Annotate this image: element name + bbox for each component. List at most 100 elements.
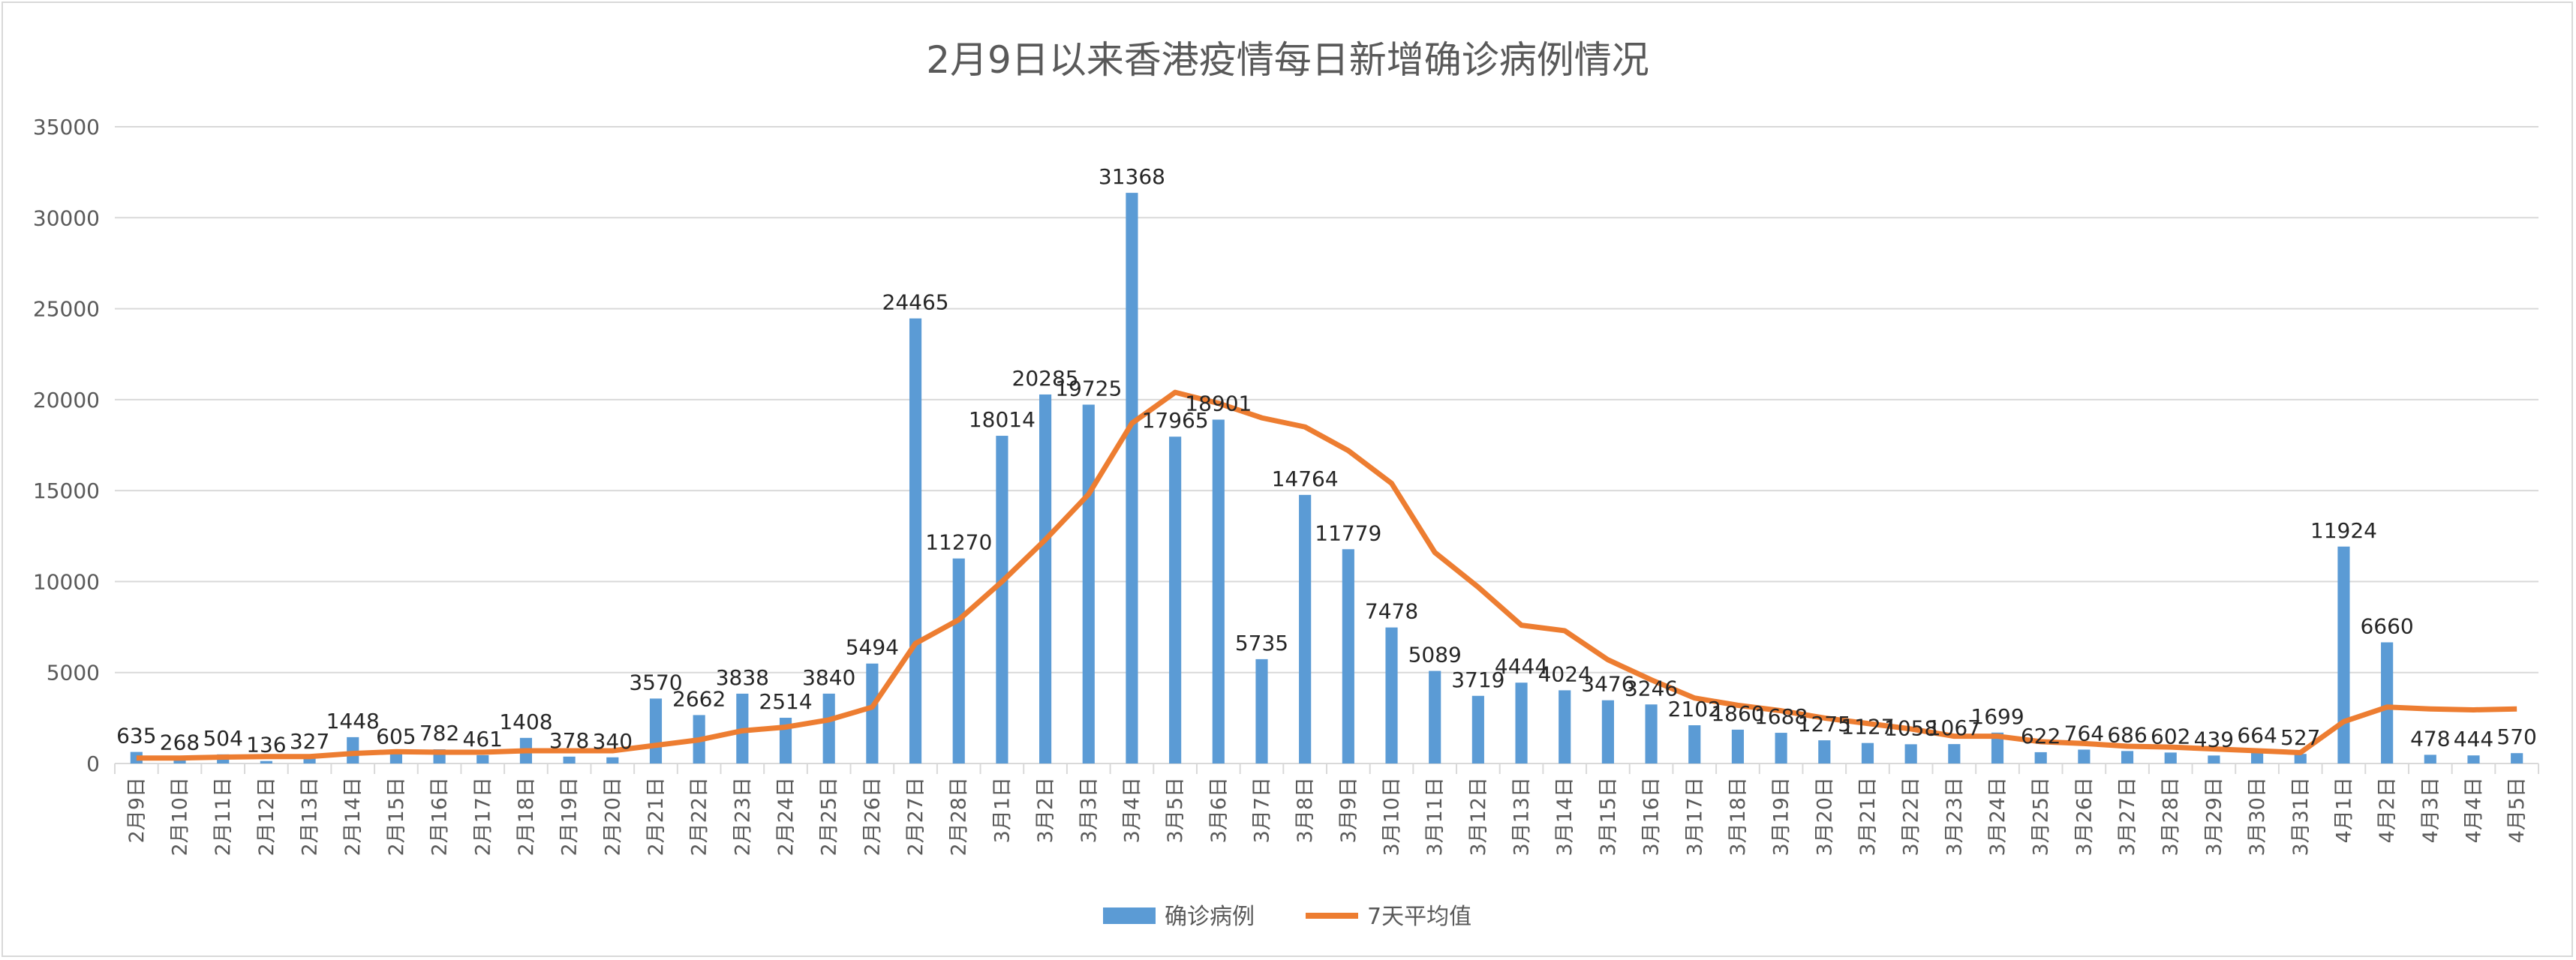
bar: [303, 758, 316, 764]
moving-average-line: [136, 389, 2517, 761]
data-label: 18014: [969, 407, 1036, 432]
data-label: 1067: [1928, 716, 1981, 740]
data-label: 3476: [1581, 672, 1634, 697]
bar: [1385, 627, 1398, 764]
y-tick-label: 10000: [33, 569, 100, 594]
bar: [649, 698, 663, 764]
bar: [1342, 549, 1354, 764]
bar: [347, 736, 359, 764]
data-label: 3719: [1451, 668, 1504, 692]
bar: [1601, 700, 1614, 764]
bar: [1126, 193, 1138, 764]
legend-line-label: 7天平均值: [1367, 904, 1471, 930]
data-label: 1275: [1798, 712, 1851, 736]
bar: [1818, 740, 1831, 764]
bar: [1559, 690, 1571, 764]
legend: 确诊病例 7天平均值: [1103, 904, 1471, 930]
bar: [909, 318, 922, 764]
data-label: 605: [376, 724, 416, 748]
bar: [1212, 419, 1225, 764]
x-tick-label: 4月4日: [2462, 777, 2485, 843]
x-tick-label: 2月12日: [255, 777, 278, 856]
x-tick-label: 2月27日: [904, 777, 927, 856]
bar: [476, 754, 489, 764]
data-label: 17965: [1142, 408, 1209, 433]
data-label: 664: [2237, 723, 2277, 748]
x-tick-label: 3月19日: [1770, 777, 1793, 856]
x-tick-label: 3月13日: [1510, 777, 1534, 856]
data-label: 4024: [1538, 662, 1592, 686]
bar: [1039, 394, 1052, 764]
data-label: 527: [2280, 725, 2320, 750]
data-label: 5494: [846, 635, 899, 660]
x-tick-label: 2月14日: [341, 777, 365, 856]
bar: [2424, 754, 2436, 764]
x-tick-label: 3月21日: [1856, 777, 1880, 856]
x-tick-label: 3月25日: [2030, 777, 2053, 856]
x-tick-label: 3月26日: [2073, 777, 2096, 856]
data-label: 20285: [1012, 366, 1079, 391]
x-tick-label: 4月1日: [2332, 777, 2355, 843]
x-tick-label: 3月2日: [1034, 777, 1057, 843]
x-tick-label: 3月27日: [2116, 777, 2139, 856]
x-tick-label: 3月4日: [1120, 777, 1144, 843]
bar: [389, 752, 402, 764]
bar: [1429, 670, 1441, 764]
y-tick-label: 0: [86, 752, 100, 776]
x-tick-label: 3月31日: [2289, 777, 2313, 856]
x-tick-label: 3月22日: [1900, 777, 1923, 856]
data-label: 2662: [672, 686, 726, 711]
data-label: 1860: [1711, 701, 1764, 726]
bar: [2511, 753, 2523, 764]
data-label: 18901: [1185, 392, 1252, 416]
bar: [2164, 752, 2177, 764]
x-tick-label: 2月9日: [125, 777, 149, 843]
data-label: 3570: [629, 670, 682, 694]
data-label: 3840: [802, 665, 855, 690]
x-tick-label: 2月26日: [861, 777, 884, 856]
data-label: 635: [116, 724, 156, 748]
y-tick-label: 15000: [33, 478, 100, 503]
bar: [1255, 658, 1268, 764]
y-tick-label: 25000: [33, 297, 100, 322]
bar: [1471, 695, 1484, 764]
y-tick-label: 35000: [33, 115, 100, 140]
data-label: 1688: [1754, 704, 1808, 729]
data-label: 14764: [1272, 466, 1339, 491]
data-label: 24465: [882, 290, 949, 315]
bar: [2251, 751, 2264, 764]
data-label: 1127: [1841, 715, 1894, 740]
bar: [2208, 755, 2220, 764]
bar: [1861, 742, 1874, 764]
bar: [1731, 729, 1745, 764]
data-label: 3246: [1625, 676, 1678, 700]
x-tick-label: 4月5日: [2505, 777, 2529, 843]
y-tick-label: 30000: [33, 206, 100, 230]
data-label: 504: [203, 726, 242, 751]
bar: [1169, 436, 1182, 764]
bar: [2294, 754, 2307, 764]
x-tick-label: 3月11日: [1423, 777, 1447, 856]
bar: [1775, 733, 1787, 764]
data-label: 268: [160, 730, 200, 754]
x-tick-label: 3月24日: [1986, 777, 2009, 856]
data-label: 1448: [326, 709, 380, 734]
data-label: 7478: [1365, 599, 1418, 624]
x-tick-label: 3月1日: [990, 777, 1014, 843]
x-tick-label: 2月17日: [471, 777, 494, 856]
legend-bar-swatch: [1103, 908, 1156, 924]
data-label: 6660: [2360, 614, 2413, 638]
x-tick-label: 3月17日: [1683, 777, 1706, 856]
y-tick-label: 5000: [47, 661, 100, 686]
data-label: 340: [593, 729, 633, 754]
bar: [2078, 749, 2091, 764]
data-label: 622: [2021, 724, 2060, 748]
data-label: 2102: [1668, 697, 1721, 722]
bar: [1948, 744, 1961, 764]
x-tick-label: 2月15日: [385, 777, 408, 856]
x-tick-label: 2月21日: [645, 777, 668, 856]
bar: [866, 663, 879, 764]
bar: [1991, 732, 2004, 764]
